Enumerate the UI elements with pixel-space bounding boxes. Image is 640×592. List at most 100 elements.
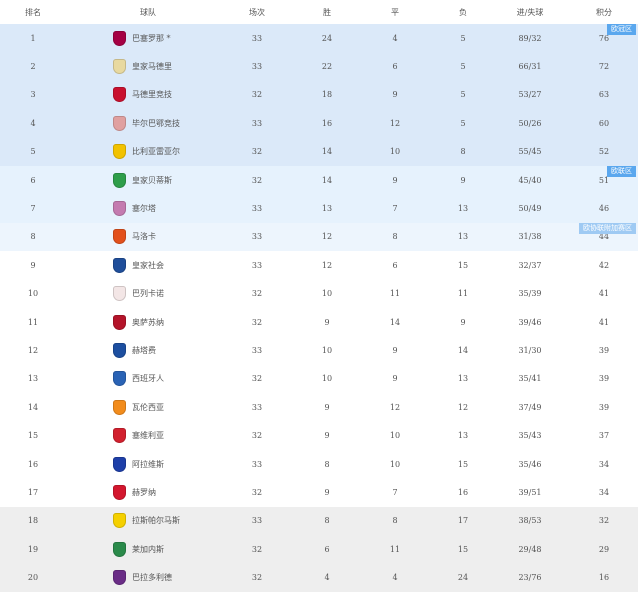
table-row[interactable]: 3 32 18 9 5 53/27 63 马德里竞技 bbox=[0, 80, 638, 110]
team-crest-icon bbox=[113, 87, 126, 103]
team-cell[interactable]: 皇家社会 bbox=[113, 251, 164, 279]
cell-lost: 14 bbox=[457, 346, 469, 356]
table-row[interactable]: 2 33 22 6 5 66/31 72 皇家马德里 bbox=[0, 52, 638, 81]
team-cell[interactable]: 瓦伦西亚 bbox=[113, 393, 164, 421]
cell-rank: 1 bbox=[30, 33, 36, 43]
cell-lost: 5 bbox=[460, 62, 466, 72]
team-cell[interactable]: 皇家马德里 bbox=[113, 52, 172, 80]
table-row[interactable]: 13 32 10 9 13 35/41 39 西班牙人 bbox=[0, 365, 638, 393]
cell-played: 32 bbox=[251, 544, 263, 554]
team-name: 拉斯帕尔马斯 bbox=[132, 516, 180, 526]
team-cell[interactable]: 毕尔巴鄂竞技 bbox=[113, 109, 180, 137]
cell-won: 12 bbox=[321, 260, 333, 270]
cell-points: 16 bbox=[598, 573, 610, 583]
team-cell[interactable]: 莱加内斯 bbox=[113, 535, 164, 563]
team-name: 马德里竞技 bbox=[132, 90, 172, 100]
team-cell[interactable]: 阿拉维斯 bbox=[113, 450, 164, 478]
team-crest-icon bbox=[113, 371, 126, 387]
table-row[interactable]: 9 33 12 6 15 32/37 42 皇家社会 bbox=[0, 251, 638, 279]
cell-lost: 13 bbox=[457, 204, 469, 214]
cell-played: 33 bbox=[251, 346, 263, 356]
cell-won: 8 bbox=[324, 459, 330, 469]
team-cell[interactable]: 马德里竞技 bbox=[113, 81, 172, 109]
table-row[interactable]: 18 33 8 8 17 38/53 32 拉斯帕尔马斯 bbox=[0, 506, 638, 536]
table-row[interactable]: 6 32 14 9 9 45/40 51 皇家贝蒂斯 欧联区 bbox=[0, 166, 638, 195]
cell-played: 33 bbox=[251, 118, 263, 128]
cell-rank: 8 bbox=[30, 232, 36, 242]
team-cell[interactable]: 巴拉多利德 bbox=[113, 564, 172, 592]
cell-drawn: 6 bbox=[392, 62, 398, 72]
table-row[interactable]: 20 32 4 4 24 23/76 16 巴拉多利德 bbox=[0, 563, 638, 592]
table-row[interactable]: 16 33 8 10 15 35/46 34 阿拉维斯 bbox=[0, 450, 638, 478]
team-name: 巴拉多利德 bbox=[132, 573, 172, 583]
cell-rank: 2 bbox=[30, 62, 36, 72]
cell-drawn: 11 bbox=[389, 289, 401, 299]
cell-lost: 12 bbox=[457, 402, 469, 412]
cell-drawn: 11 bbox=[389, 544, 401, 554]
cell-played: 33 bbox=[251, 204, 263, 214]
cell-won: 6 bbox=[324, 544, 330, 554]
cell-goals: 53/27 bbox=[518, 90, 542, 100]
cell-drawn: 10 bbox=[389, 431, 401, 441]
cell-goals: 38/53 bbox=[518, 516, 542, 526]
header-rank: 排名 bbox=[25, 7, 41, 17]
cell-goals: 66/31 bbox=[518, 62, 542, 72]
team-crest-icon bbox=[113, 115, 126, 131]
table-row[interactable]: 4 33 16 12 5 50/26 60 毕尔巴鄂竞技 bbox=[0, 109, 638, 138]
cell-lost: 5 bbox=[460, 118, 466, 128]
header-won: 胜 bbox=[323, 7, 331, 17]
table-row[interactable]: 17 32 9 7 16 39/51 34 赫罗纳 bbox=[0, 478, 638, 506]
team-cell[interactable]: 皇家贝蒂斯 bbox=[113, 166, 172, 194]
team-cell[interactable]: 西班牙人 bbox=[113, 365, 164, 393]
team-cell[interactable]: 塞尔塔 bbox=[113, 194, 156, 222]
cell-points: 41 bbox=[598, 289, 610, 299]
team-crest-icon bbox=[113, 229, 126, 245]
zone-badge-champions: 欧冠区 bbox=[607, 24, 636, 35]
table-row[interactable]: 5 32 14 10 8 55/45 52 比利亚雷亚尔 bbox=[0, 137, 638, 166]
cell-rank: 13 bbox=[27, 374, 39, 384]
cell-drawn: 4 bbox=[392, 33, 398, 43]
header-lost: 负 bbox=[459, 7, 467, 17]
team-cell[interactable]: 马洛卡 bbox=[113, 223, 156, 251]
table-row[interactable]: 12 33 10 9 14 31/30 39 赫塔费 bbox=[0, 336, 638, 364]
cell-drawn: 9 bbox=[392, 90, 398, 100]
team-name: 比利亚雷亚尔 bbox=[132, 147, 180, 157]
team-cell[interactable]: 比利亚雷亚尔 bbox=[113, 138, 180, 166]
cell-goals: 39/46 bbox=[518, 317, 542, 327]
team-cell[interactable]: 赫塔费 bbox=[113, 336, 156, 364]
team-crest-icon bbox=[113, 30, 126, 46]
team-cell[interactable]: 塞维利亚 bbox=[113, 422, 164, 450]
cell-lost: 17 bbox=[457, 516, 469, 526]
table-row[interactable]: 10 32 10 11 11 35/39 41 巴列卡诺 bbox=[0, 280, 638, 308]
cell-played: 32 bbox=[251, 175, 263, 185]
cell-lost: 15 bbox=[457, 544, 469, 554]
cell-played: 33 bbox=[251, 459, 263, 469]
cell-points: 44 bbox=[598, 232, 610, 242]
cell-won: 13 bbox=[321, 204, 333, 214]
cell-drawn: 8 bbox=[392, 232, 398, 242]
cell-won: 4 bbox=[324, 573, 330, 583]
cell-drawn: 10 bbox=[389, 459, 401, 469]
cell-rank: 20 bbox=[27, 573, 39, 583]
cell-rank: 19 bbox=[27, 544, 39, 554]
team-cell[interactable]: 赫罗纳 bbox=[113, 478, 156, 506]
table-row[interactable]: 11 32 9 14 9 39/46 41 奥萨苏纳 bbox=[0, 308, 638, 336]
team-name: 瓦伦西亚 bbox=[132, 402, 164, 412]
cell-played: 32 bbox=[251, 317, 263, 327]
table-row[interactable]: 8 33 12 8 13 31/38 44 马洛卡 欧协联附加赛区 bbox=[0, 222, 638, 252]
cell-won: 16 bbox=[321, 118, 333, 128]
team-cell[interactable]: 拉斯帕尔马斯 bbox=[113, 507, 180, 535]
table-row[interactable]: 7 33 13 7 13 50/49 46 塞尔塔 bbox=[0, 194, 638, 223]
cell-points: 60 bbox=[598, 118, 610, 128]
cell-drawn: 14 bbox=[389, 317, 401, 327]
cell-points: 46 bbox=[598, 204, 610, 214]
table-row[interactable]: 19 32 6 11 15 29/48 29 莱加内斯 bbox=[0, 535, 638, 564]
team-cell[interactable]: 巴列卡诺 bbox=[113, 280, 164, 308]
table-row[interactable]: 14 33 9 12 12 37/49 39 瓦伦西亚 bbox=[0, 393, 638, 421]
cell-goals: 23/76 bbox=[518, 573, 542, 583]
table-row[interactable]: 1 33 24 4 5 89/32 76 巴塞罗那 * 欧冠区 bbox=[0, 24, 638, 53]
team-cell[interactable]: 奥萨苏纳 bbox=[113, 308, 164, 336]
team-cell[interactable]: 巴塞罗那 * bbox=[113, 24, 171, 52]
cell-goals: 35/46 bbox=[518, 459, 542, 469]
table-row[interactable]: 15 32 9 10 13 35/43 37 塞维利亚 bbox=[0, 422, 638, 450]
